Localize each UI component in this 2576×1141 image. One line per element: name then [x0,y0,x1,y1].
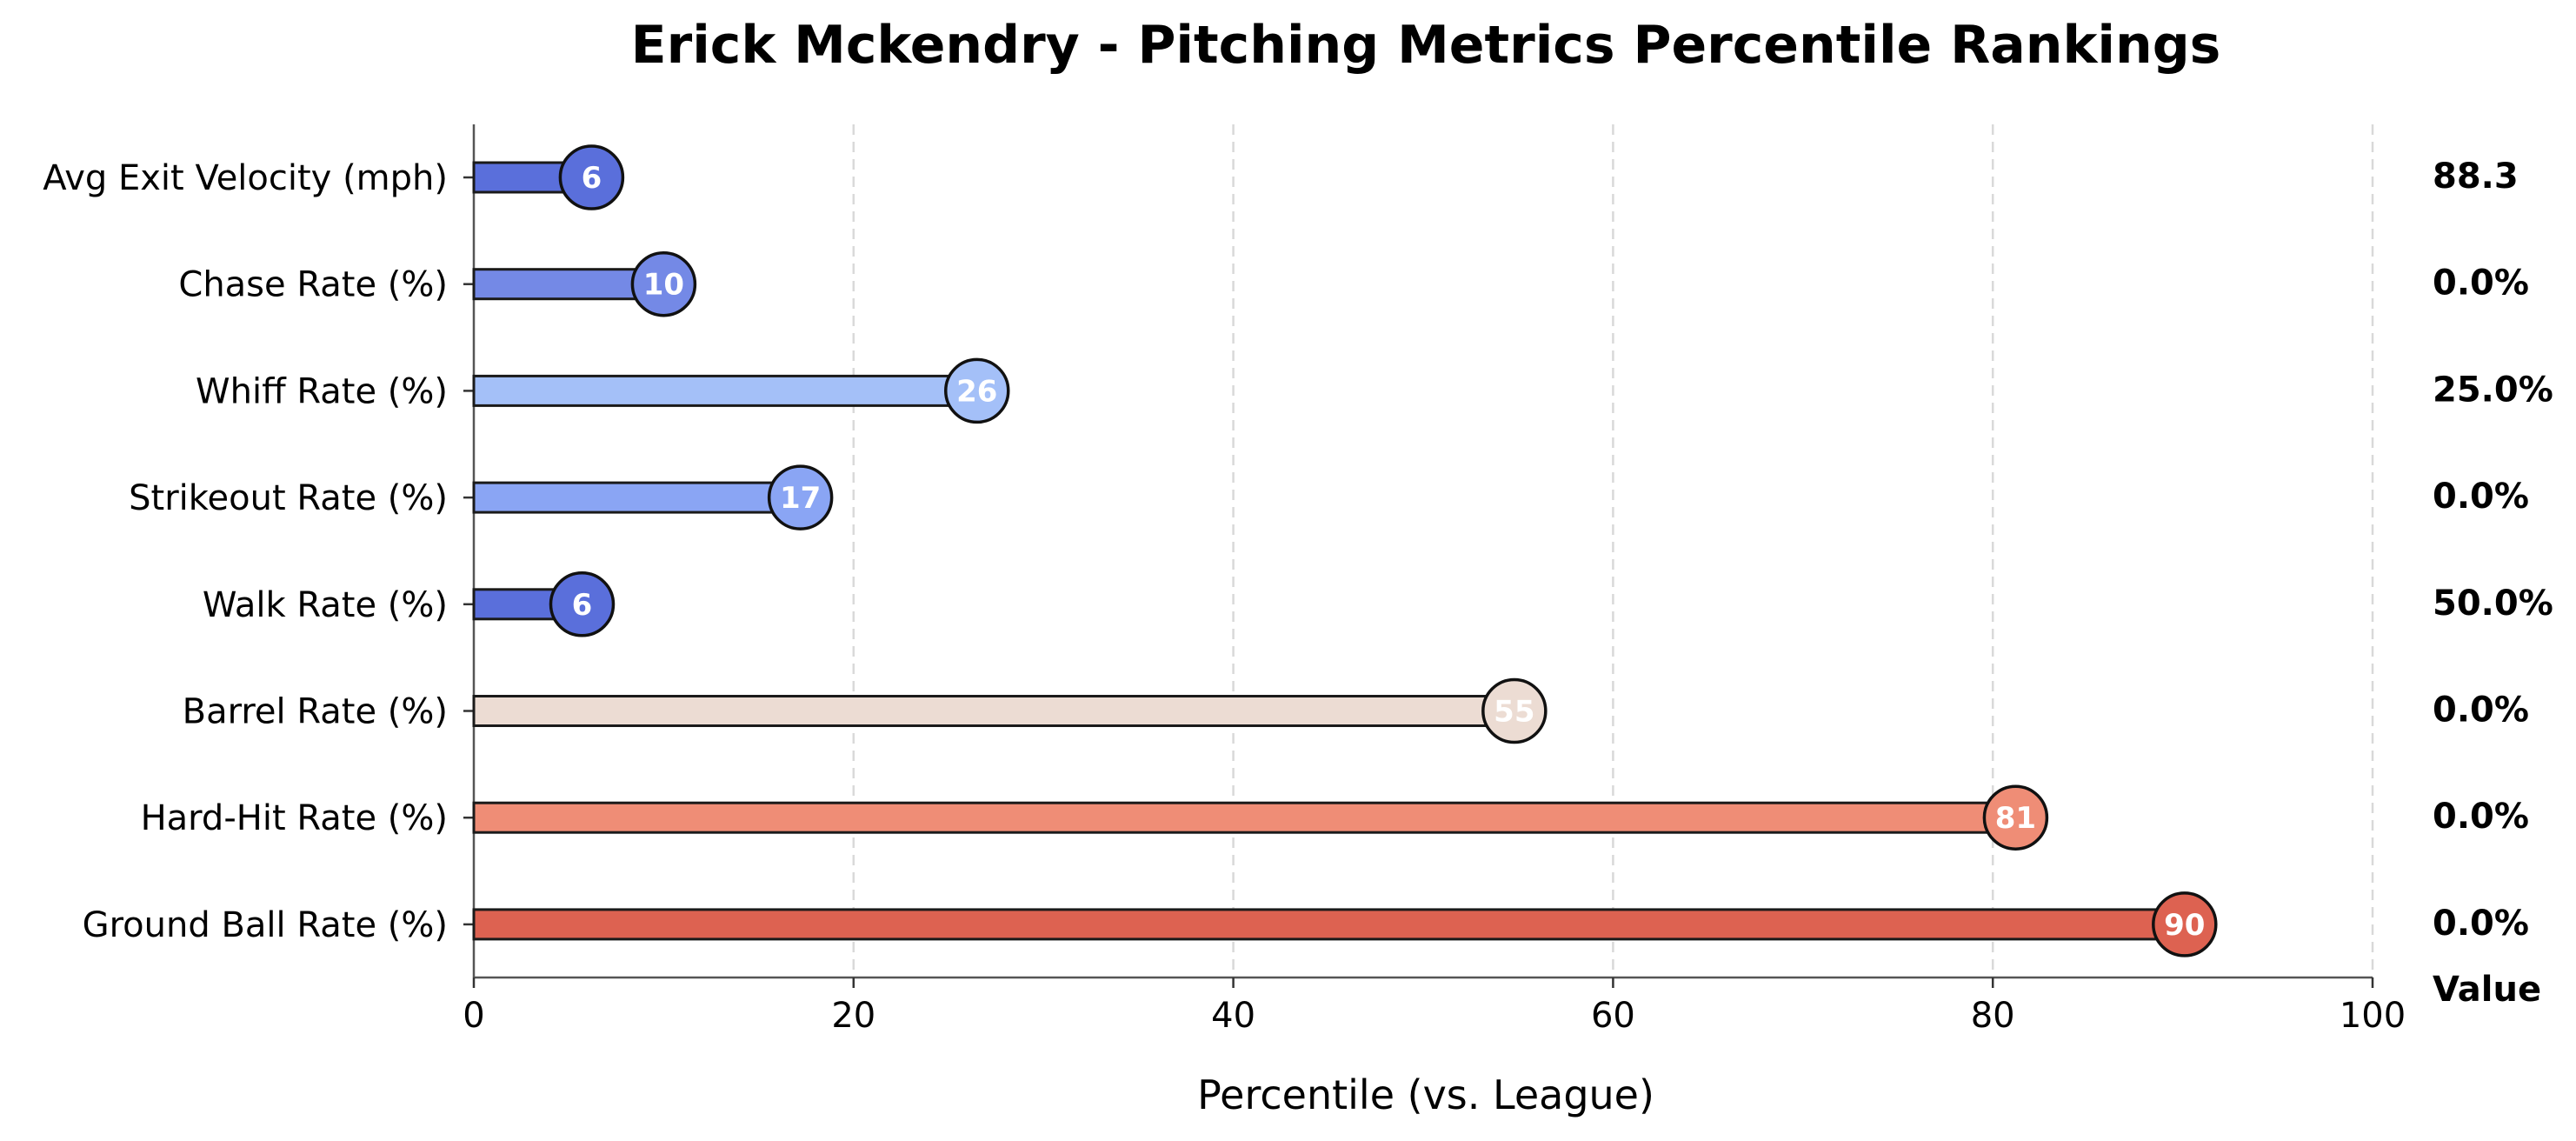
percentile-label: 6 [582,161,602,196]
percentile-marker [1481,677,1548,744]
category-label: Strikeout Rate (%) [129,478,448,518]
x-tick-label: 100 [2340,996,2406,1036]
percentile-label: 90 [2164,908,2205,943]
category-label: Barrel Rate (%) [183,692,448,732]
x-tick-label: 40 [1211,996,1255,1036]
category-label: Hard-Hit Rate (%) [141,798,448,838]
percentile-label: 6 [572,588,593,623]
x-tick-label: 20 [831,996,875,1036]
category-labels: Avg Exit Velocity (mph) Chase Rate (%) Whi… [43,158,448,945]
category-label: Walk Rate (%) [203,585,448,625]
percentile-bar [472,801,2017,834]
metric-value: 0.0% [2433,797,2529,837]
bars: 6 10 26 17 6 55 81 90 [472,144,2218,958]
category-label: Whiff Rate (%) [196,371,448,411]
gridlines [852,124,2374,978]
percentile-label: 17 [780,481,821,516]
metric-value: 0.0% [2433,691,2529,731]
percentile-marker [2152,891,2218,958]
percentile-bar [472,374,979,407]
metric-value: 0.0% [2433,264,2529,304]
chart-title: Erick Mckendry - Pitching Metrics Percen… [631,15,2221,76]
percentile-marker [558,144,625,210]
x-tick-label: 80 [1971,996,2015,1036]
x-axis-label: Percentile (vs. League) [1197,1071,1654,1118]
percentile-marker [1982,784,2049,851]
category-label: Chase Rate (%) [178,265,448,305]
metric-value: 88.3 [2433,157,2519,197]
percentile-marker [944,357,1010,424]
percentile-label: 81 [1995,801,2036,836]
percentile-marker [630,250,697,317]
category-label: Ground Ball Rate (%) [83,905,448,945]
metric-value: 50.0% [2433,584,2553,624]
percentile-bar [472,481,802,514]
percentile-marker [767,464,834,530]
category-label: Avg Exit Velocity (mph) [43,158,448,198]
percentile-bar [472,695,1516,727]
percentile-label: 26 [956,374,997,409]
x-tick-label: 0 [463,996,484,1036]
percentile-bar [472,908,2187,941]
percentile-label: 10 [643,268,684,303]
value-column: 88.3 0.0% 25.0% 0.0% 50.0% 0.0% 0.0% 0.0% [2433,157,2553,944]
percentile-label: 55 [1494,695,1534,730]
percentile-marker [549,571,616,637]
x-tick-label: 60 [1591,996,1635,1036]
axes: 0 20 40 60 80 100 [463,124,2406,1036]
metric-value: 25.0% [2433,370,2553,410]
metric-value: 0.0% [2433,904,2529,944]
value-column-header: Value [2433,970,2541,1010]
metric-value: 0.0% [2433,477,2529,517]
